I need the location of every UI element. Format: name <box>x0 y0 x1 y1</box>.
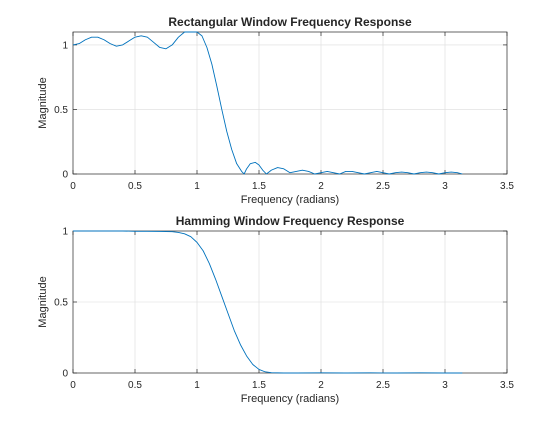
y-tick-label: 0 <box>62 369 68 380</box>
x-tick-label: 0 <box>70 380 76 391</box>
x-tick-label: 3 <box>442 181 448 192</box>
x-axis-label: Frequency (radians) <box>241 393 339 405</box>
plot-area <box>73 32 507 174</box>
chart-title: Rectangular Window Frequency Response <box>168 15 412 29</box>
x-tick-label: 2.5 <box>376 181 390 192</box>
hamming-window-plot: 0 0.5 1 1.5 2 2.5 3 3.5 0 0.5 1 Hamming Window Freq… <box>37 214 514 405</box>
x-tick-label: 1.5 <box>252 380 266 391</box>
x-tick-label: 0 <box>70 181 76 192</box>
y-tick-label: 0 <box>62 170 68 181</box>
chart-title: Hamming Window Frequency Response <box>176 214 405 228</box>
x-tick-label: 0.5 <box>128 380 142 391</box>
y-tick-label: 1 <box>62 40 68 51</box>
y-tick-label: 1 <box>62 227 68 238</box>
x-tick-label: 2 <box>318 380 324 391</box>
x-tick-label: 2.5 <box>376 380 390 391</box>
x-tick-label: 1.5 <box>252 181 266 192</box>
y-tick-label: 0.5 <box>54 298 68 309</box>
x-tick-label: 3.5 <box>500 181 514 192</box>
x-tick-label: 1 <box>194 380 200 391</box>
series-line <box>72 31 463 175</box>
y-axis-label: Magnitude <box>37 77 49 128</box>
y-tick-label: 0.5 <box>54 105 68 116</box>
series-line <box>73 230 463 374</box>
x-tick-label: 3 <box>442 380 448 391</box>
x-tick-label: 0.5 <box>128 181 142 192</box>
x-tick-label: 2 <box>318 181 324 192</box>
x-tick-label: 1 <box>194 181 200 192</box>
axes-box <box>72 31 508 175</box>
x-axis-label: Frequency (radians) <box>241 194 339 206</box>
rectangular-window-plot: 0 0.5 1 1.5 2 2.5 3 3.5 0 0.5 1 Rectangular Window … <box>37 15 514 206</box>
y-axis-label: Magnitude <box>37 276 49 327</box>
x-tick-label: 3.5 <box>500 380 514 391</box>
